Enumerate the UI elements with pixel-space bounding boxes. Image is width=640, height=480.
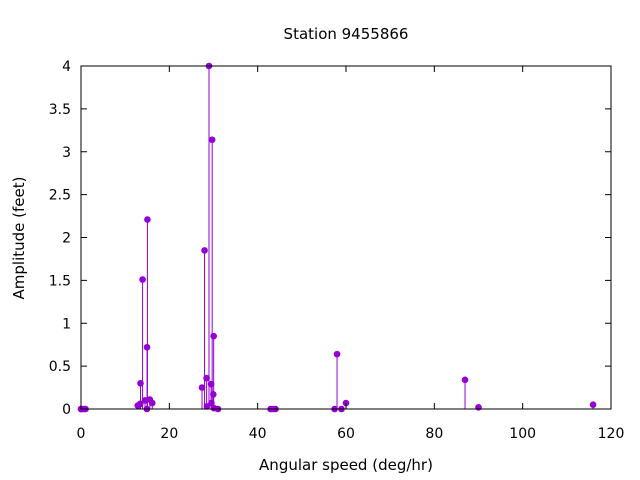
data-point	[148, 399, 156, 407]
data-point	[475, 403, 482, 411]
x-tick-label: 120	[598, 426, 625, 442]
y-axis-title: Amplitude (feet)	[10, 177, 28, 300]
x-axis: 0 20 40 60 80 100 120	[77, 66, 625, 442]
x-tick-label: 80	[425, 426, 443, 442]
y-tick-label: 0	[62, 402, 71, 418]
y-tick-label: 3.5	[49, 102, 71, 118]
y-tick-label: 2	[62, 231, 71, 247]
data-point	[144, 216, 151, 223]
y-tick-label: 3	[62, 145, 71, 161]
y-tick-label: 1	[62, 316, 71, 332]
data-point	[342, 399, 350, 407]
y-tick-label: 0.5	[49, 359, 71, 375]
x-axis-title: Angular speed (deg/hr)	[259, 456, 433, 474]
y-tick-label: 2.5	[49, 188, 71, 204]
data-point	[333, 350, 341, 358]
data-point	[207, 380, 215, 388]
data-point	[198, 384, 206, 391]
y-tick-label: 4	[62, 59, 71, 75]
chart-title: Station 9455866	[284, 25, 409, 43]
y-tick-label: 1.5	[49, 273, 71, 289]
y-axis: 0 0.5 1 1.5 2 2.5 3 3.5 4	[49, 59, 611, 418]
data-point	[208, 136, 216, 144]
x-tick-label: 20	[160, 426, 178, 442]
x-tick-label: 40	[249, 426, 267, 442]
data-point	[589, 401, 597, 409]
data-point	[201, 247, 208, 254]
x-tick-label: 100	[509, 426, 536, 442]
plot-frame	[80, 65, 612, 410]
x-tick-label: 60	[337, 426, 355, 442]
data-point	[210, 332, 217, 340]
data-point	[203, 374, 210, 382]
data-point	[461, 376, 469, 384]
x-tick-label: 0	[77, 426, 86, 442]
data-point	[139, 276, 146, 283]
plot-area	[77, 62, 597, 413]
